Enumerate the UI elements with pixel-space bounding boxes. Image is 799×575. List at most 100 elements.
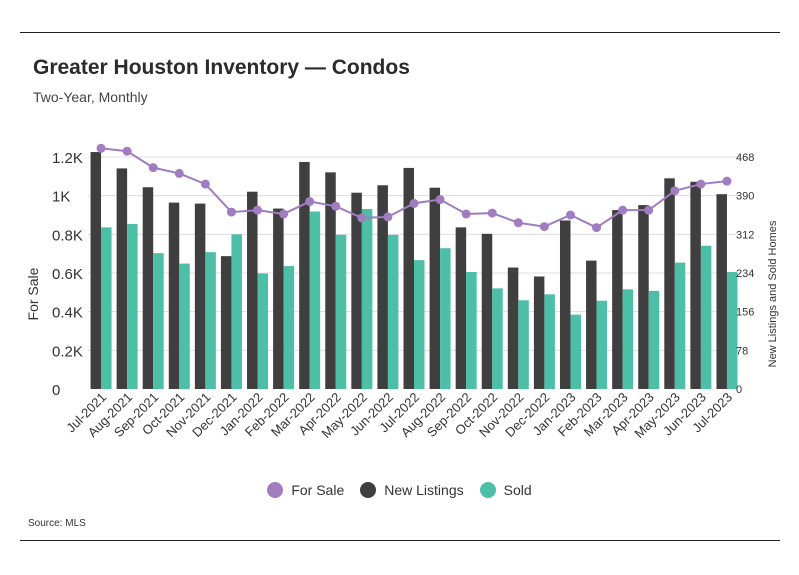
for-sale-point bbox=[487, 208, 497, 218]
new-listings-bar bbox=[403, 167, 414, 389]
sold-bar bbox=[518, 300, 529, 389]
sold-bar bbox=[127, 223, 138, 389]
for-sale-point bbox=[722, 176, 732, 186]
for-sale-point bbox=[305, 196, 315, 206]
left-axis-ticks: 1.2K 1K 0.8K 0.6K 0.4K 0.2K 0 bbox=[52, 150, 83, 399]
left-axis-label: For Sale bbox=[25, 267, 41, 320]
sold-bar bbox=[700, 245, 712, 389]
legend-label-new-listings: New Listings bbox=[384, 482, 464, 498]
new-listings-bar bbox=[533, 276, 545, 389]
right-tick-label: 312 bbox=[736, 229, 754, 241]
legend-label-sold: Sold bbox=[503, 482, 532, 498]
new-listings-bar bbox=[612, 210, 623, 389]
for-sale-point bbox=[461, 209, 471, 219]
new-listings-bar bbox=[638, 205, 649, 389]
for-sale-point bbox=[618, 205, 628, 215]
for-sale-swatch-icon bbox=[267, 482, 284, 498]
sold-swatch-icon bbox=[479, 482, 496, 498]
new-listings-bar bbox=[429, 187, 441, 389]
legend: For Sale New Listings Sold bbox=[0, 482, 799, 498]
for-sale-point bbox=[539, 222, 549, 232]
x-axis-ticks: Jul-2021Aug-2021Sep-2021Oct-2021Nov-2021… bbox=[63, 390, 735, 441]
sold-bar bbox=[335, 234, 347, 389]
right-axis-label: New Listings and Sold Homes bbox=[767, 220, 779, 367]
sold-bar bbox=[283, 266, 295, 389]
sold-bar bbox=[205, 252, 216, 389]
sold-bar bbox=[309, 211, 321, 389]
sold-bar bbox=[179, 263, 190, 389]
sold-bar bbox=[440, 248, 451, 389]
legend-item-new-listings[interactable]: New Listings bbox=[360, 482, 464, 498]
new-listings-bar bbox=[142, 187, 154, 389]
new-listings-swatch-icon bbox=[360, 482, 377, 498]
for-sale-point bbox=[644, 205, 654, 215]
new-listings-bar bbox=[664, 178, 675, 389]
for-sale-point bbox=[409, 198, 419, 208]
sold-bar bbox=[101, 227, 112, 389]
left-tick-label: 0.6K bbox=[52, 266, 83, 283]
sold-bar bbox=[257, 273, 269, 389]
for-sale-point bbox=[279, 209, 289, 219]
for-sale-point bbox=[670, 186, 680, 196]
for-sale-point bbox=[435, 195, 445, 205]
for-sale-point bbox=[383, 212, 393, 222]
right-axis-ticks: 468 390 312 234 156 78 0 bbox=[736, 152, 754, 396]
new-listings-bar bbox=[299, 161, 310, 389]
legend-label-for-sale: For Sale bbox=[291, 482, 345, 498]
new-listings-bar bbox=[586, 260, 597, 389]
sold-bar bbox=[492, 288, 503, 389]
sold-bar bbox=[361, 209, 373, 389]
for-sale-point bbox=[122, 146, 132, 156]
new-listings-bar bbox=[90, 152, 102, 389]
chart-subtitle: Two-Year, Monthly bbox=[33, 89, 148, 105]
new-listings-bar bbox=[325, 172, 336, 389]
sold-bar bbox=[414, 260, 425, 389]
for-sale-point bbox=[253, 205, 263, 215]
sold-bar bbox=[648, 290, 660, 389]
right-tick-label: 390 bbox=[736, 191, 754, 203]
left-tick-label: 0.4K bbox=[52, 305, 83, 322]
for-sale-point bbox=[96, 143, 106, 153]
for-sale-point bbox=[357, 213, 367, 223]
new-listings-bar bbox=[690, 181, 701, 389]
new-listings-bar bbox=[507, 267, 519, 389]
new-listings-bar bbox=[716, 194, 727, 389]
left-tick-label: 0 bbox=[52, 382, 60, 399]
right-tick-label: 468 bbox=[736, 152, 754, 164]
sold-bar bbox=[726, 272, 738, 389]
sold-bar bbox=[570, 314, 581, 389]
right-tick-label: 234 bbox=[736, 268, 754, 280]
legend-item-for-sale[interactable]: For Sale bbox=[267, 482, 344, 498]
for-sale-point bbox=[565, 210, 575, 220]
for-sale-point bbox=[200, 179, 210, 189]
sold-bar bbox=[674, 262, 686, 389]
new-listings-bar bbox=[116, 168, 128, 389]
left-tick-label: 0.2K bbox=[52, 343, 83, 360]
new-listings-bar bbox=[481, 233, 493, 389]
left-tick-label: 1.2K bbox=[52, 150, 83, 167]
left-tick-label: 1K bbox=[52, 189, 70, 206]
new-listings-bar bbox=[168, 202, 180, 389]
right-tick-label: 78 bbox=[736, 345, 748, 357]
right-tick-label: 156 bbox=[736, 307, 754, 319]
bars bbox=[90, 152, 738, 389]
sold-bar bbox=[466, 272, 477, 389]
source-note: Source: MLS bbox=[28, 518, 86, 529]
legend-item-sold[interactable]: Sold bbox=[479, 482, 532, 498]
right-tick-label: 0 bbox=[736, 384, 742, 396]
left-tick-label: 0.8K bbox=[52, 227, 83, 244]
for-sale-point bbox=[331, 201, 341, 211]
sold-bar bbox=[596, 300, 608, 389]
for-sale-point bbox=[174, 168, 184, 178]
for-sale-point bbox=[592, 223, 602, 233]
new-listings-bar bbox=[220, 256, 232, 389]
new-listings-bar bbox=[273, 208, 284, 389]
sold-bar bbox=[387, 234, 399, 389]
for-sale-point bbox=[513, 218, 523, 228]
sold-bar bbox=[231, 234, 242, 389]
for-sale-point bbox=[226, 207, 236, 217]
new-listings-bar bbox=[194, 203, 206, 389]
chart-title: Greater Houston Inventory — Condos bbox=[33, 56, 410, 79]
new-listings-bar bbox=[351, 192, 362, 389]
